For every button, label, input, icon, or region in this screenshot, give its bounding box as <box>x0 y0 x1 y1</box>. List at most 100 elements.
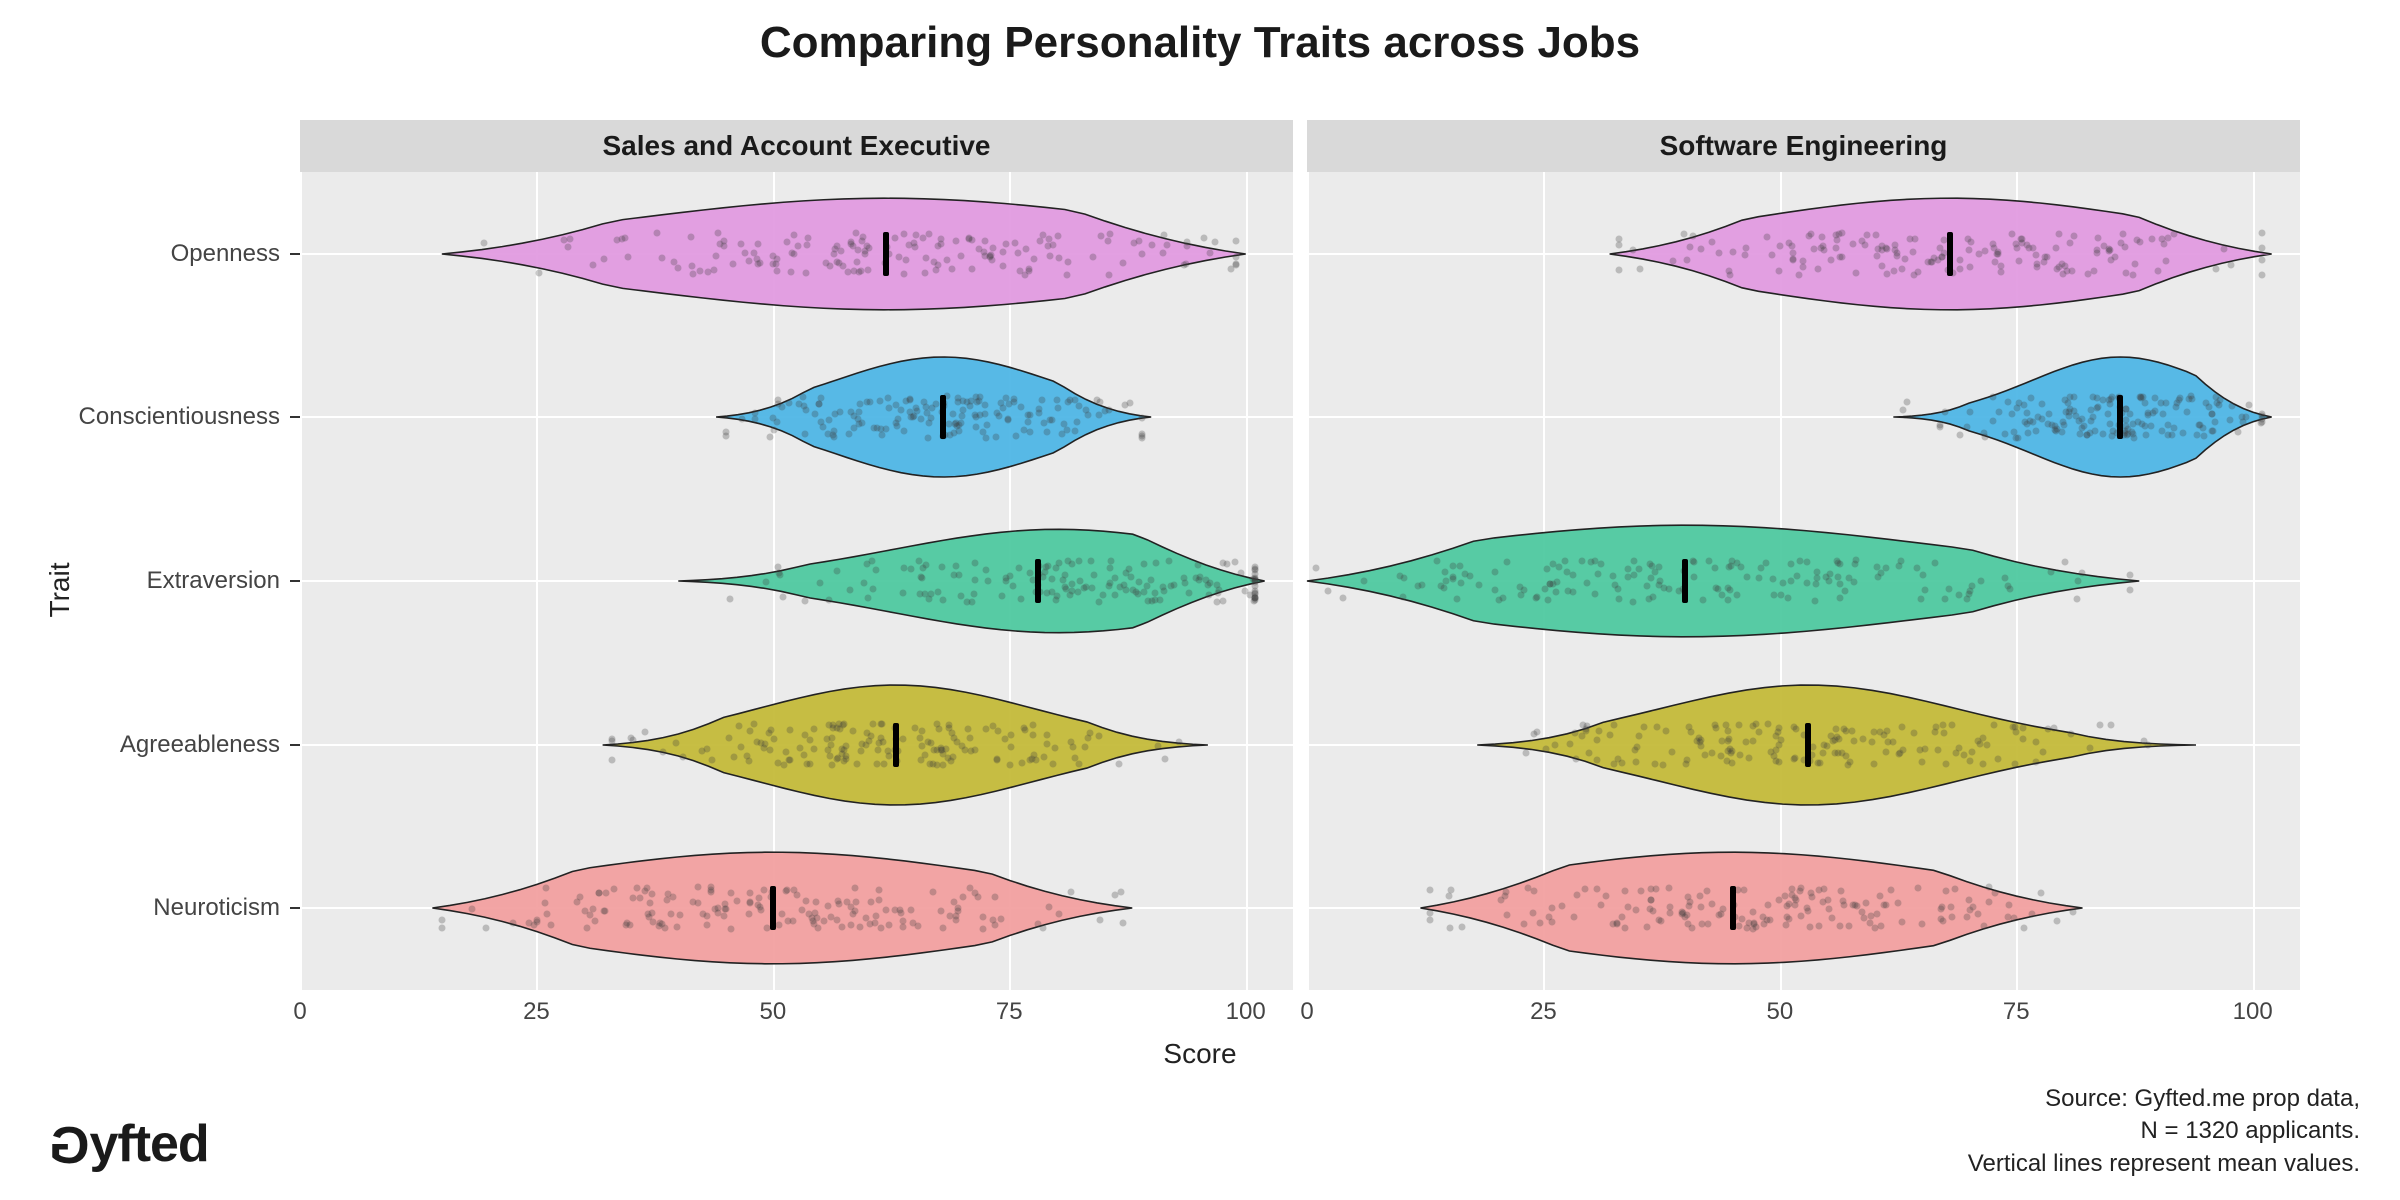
jitter-dot <box>1890 268 1897 275</box>
jitter-dot <box>1991 889 1998 896</box>
jitter-dot <box>1108 558 1115 565</box>
jitter-dot <box>2259 271 2266 278</box>
jitter-dot <box>2075 578 2082 585</box>
jitter-dot <box>1991 258 1998 265</box>
jitter-dot <box>1054 405 1061 412</box>
jitter-dot <box>1697 743 1704 750</box>
jitter-dot <box>1500 595 1507 602</box>
jitter-dot <box>720 912 727 919</box>
jitter-dot <box>981 237 988 244</box>
jitter-dot <box>600 255 607 262</box>
jitter-dot <box>1966 587 1973 594</box>
jitter-dot <box>1616 241 1623 248</box>
jitter-dot <box>1895 900 1902 907</box>
jitter-dot <box>875 896 882 903</box>
jitter-dot <box>1543 746 1550 753</box>
jitter-dot <box>917 734 924 741</box>
jitter-dot <box>869 586 876 593</box>
jitter-dot <box>955 572 962 579</box>
jitter-dot <box>536 270 543 277</box>
jitter-dot <box>770 414 777 421</box>
jitter-dot <box>2094 235 2101 242</box>
jitter-dot <box>2078 569 2085 576</box>
jitter-dot <box>1727 587 1734 594</box>
jitter-dot <box>533 916 540 923</box>
jitter-dot <box>1049 761 1056 768</box>
jitter-dot <box>1986 884 1993 891</box>
jitter-dot <box>1764 233 1771 240</box>
jitter-dot <box>981 402 988 409</box>
jitter-dot <box>854 247 861 254</box>
jitter-dot <box>979 925 986 932</box>
jitter-dot <box>1098 233 1105 240</box>
jitter-dot <box>1003 241 1010 248</box>
jitter-dot <box>840 747 847 754</box>
jitter-dot <box>1989 241 1996 248</box>
jitter-dot <box>1610 573 1617 580</box>
jitter-dot <box>1052 744 1059 751</box>
jitter-dot <box>1029 732 1036 739</box>
jitter-dot <box>1043 731 1050 738</box>
jitter-dot <box>817 418 824 425</box>
mean-marker <box>770 886 776 930</box>
jitter-dot <box>783 748 790 755</box>
jitter-dot <box>2149 235 2156 242</box>
jitter-dot <box>1058 431 1065 438</box>
jitter-dot <box>1629 246 1636 253</box>
jitter-dot <box>1690 574 1697 581</box>
jitter-dot <box>610 886 617 893</box>
jitter-dot <box>1633 758 1640 765</box>
jitter-dot <box>729 261 736 268</box>
jitter-dot <box>817 580 824 587</box>
jitter-dot <box>2086 744 2093 751</box>
jitter-dot <box>1911 729 1918 736</box>
jitter-dot <box>1663 728 1670 735</box>
jitter-dot <box>1656 916 1663 923</box>
jitter-dot <box>2088 417 2095 424</box>
jitter-dot <box>1181 580 1188 587</box>
jitter-dot <box>1038 396 1045 403</box>
jitter-dot <box>468 905 475 912</box>
jitter-dot <box>972 560 979 567</box>
jitter-dot <box>2160 240 2167 247</box>
jitter-dot <box>802 270 809 277</box>
jitter-dot <box>2008 231 2015 238</box>
jitter-dot <box>1869 739 1876 746</box>
jitter-dot <box>854 259 861 266</box>
jitter-dot <box>1111 591 1118 598</box>
jitter-dot <box>1968 748 1975 755</box>
jitter-dot <box>921 270 928 277</box>
jitter-dot <box>1819 234 1826 241</box>
jitter-dot <box>1073 419 1080 426</box>
jitter-dot <box>548 921 555 928</box>
jitter-dot <box>1111 891 1118 898</box>
jitter-dot <box>892 234 899 241</box>
jitter-dot <box>1168 583 1175 590</box>
jitter-dot <box>1067 889 1074 896</box>
jitter-dot <box>2119 230 2126 237</box>
jitter-dot <box>1010 395 1017 402</box>
jitter-dot <box>1151 590 1158 597</box>
jitter-dot <box>1864 232 1871 239</box>
jitter-dot <box>735 722 742 729</box>
jitter-dot <box>1643 924 1650 931</box>
jitter-dot <box>877 398 884 405</box>
jitter-dot <box>525 919 532 926</box>
jitter-dot <box>763 579 770 586</box>
jitter-dot <box>900 590 907 597</box>
jitter-dot <box>940 596 947 603</box>
jitter-dot <box>1042 564 1049 571</box>
jitter-dot <box>958 252 965 259</box>
jitter-dot <box>1735 722 1742 729</box>
jitter-dot <box>1798 913 1805 920</box>
jitter-dot <box>1006 573 1013 580</box>
jitter-dot <box>1544 566 1551 573</box>
jitter-dot <box>2104 411 2111 418</box>
jitter-dot <box>2064 400 2071 407</box>
jitter-dot <box>1148 576 1155 583</box>
jitter-dot <box>939 762 946 769</box>
jitter-dot <box>2063 268 2070 275</box>
jitter-dot <box>810 745 817 752</box>
jitter-dot <box>670 259 677 266</box>
jitter-dot <box>1106 582 1113 589</box>
